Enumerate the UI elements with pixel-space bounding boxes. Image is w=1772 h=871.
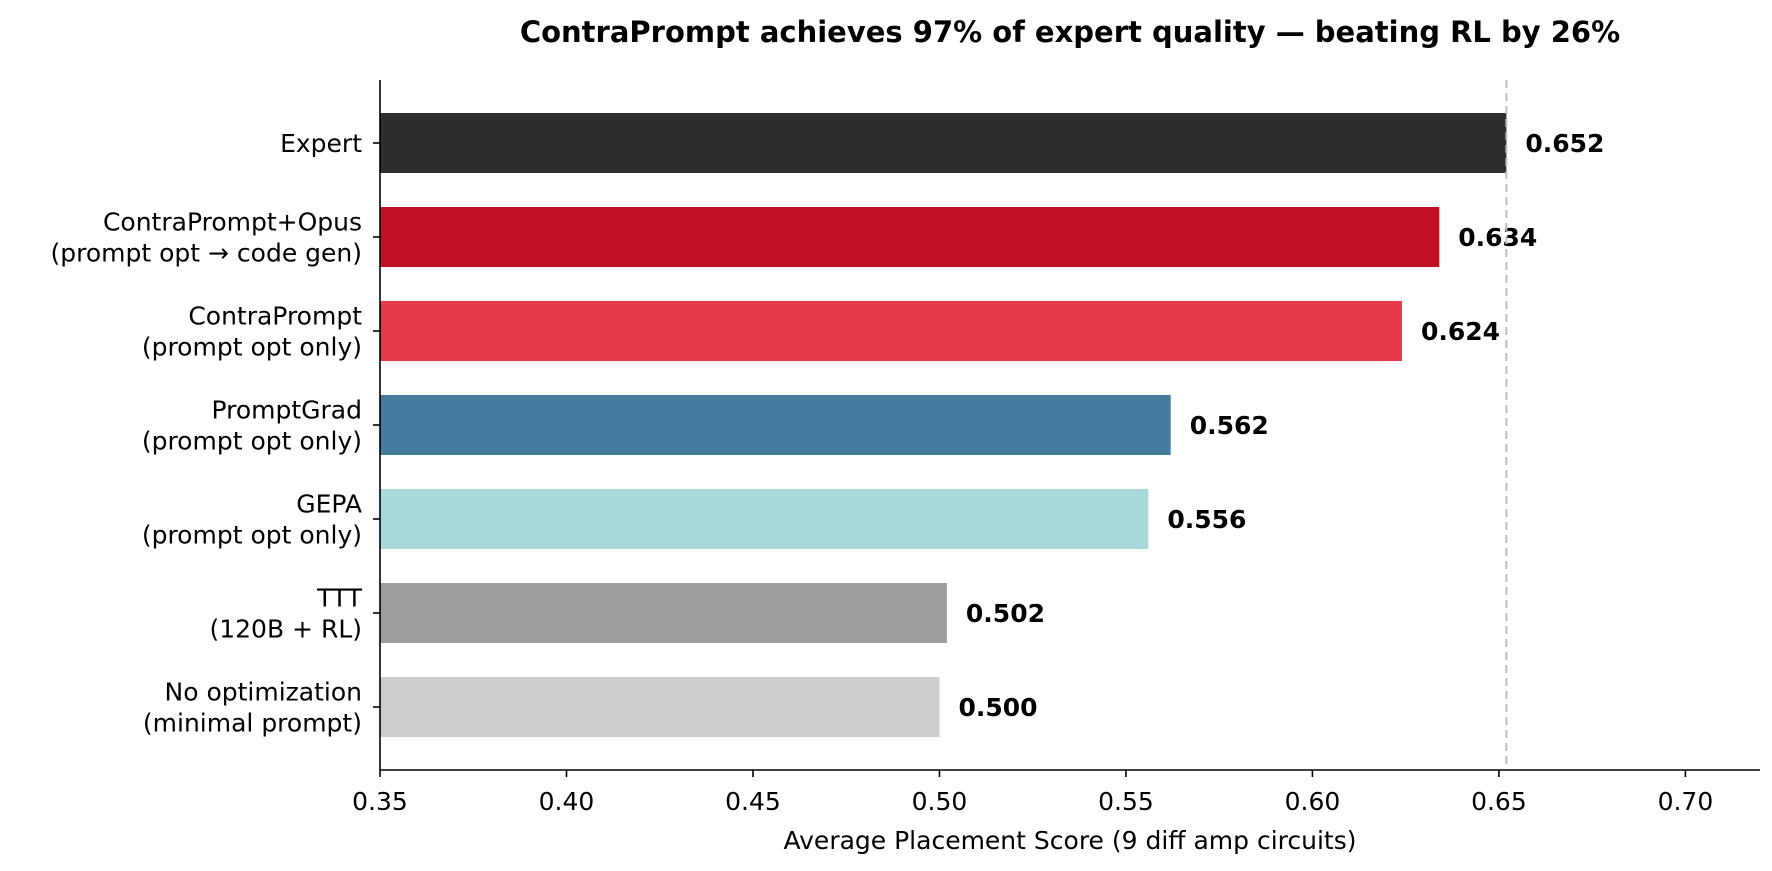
value-label-4: 0.556 — [1167, 505, 1246, 534]
x-tick-label-0: 0.35 — [352, 787, 408, 816]
y-tick-label-3-line-1: (prompt opt only) — [142, 427, 362, 456]
value-label-0: 0.652 — [1525, 129, 1604, 158]
y-tick-label-4: GEPA (prompt opt only) — [142, 490, 362, 550]
value-label-3: 0.562 — [1190, 411, 1269, 440]
y-tick-label-1: ContraPrompt+Opus (prompt opt → code gen) — [50, 208, 362, 268]
y-tick-label-0: Expert — [280, 129, 362, 158]
y-tick-label-4-line-1: (prompt opt only) — [142, 521, 362, 550]
value-label-6: 0.500 — [958, 693, 1037, 722]
y-tick-label-5: TTT (120B + RL) — [209, 584, 362, 644]
x-tick-label-5: 0.60 — [1285, 787, 1341, 816]
value-label-5: 0.502 — [966, 599, 1045, 628]
value-label-1: 0.634 — [1458, 223, 1537, 252]
y-tick-label-3-line-0: PromptGrad — [211, 396, 362, 425]
y-tick-label-5-line-1: (120B + RL) — [209, 615, 362, 644]
y-tick-label-0-line-0: Expert — [280, 129, 362, 158]
chart-title: ContraPrompt achieves 97% of expert qual… — [520, 15, 1620, 49]
bar-4 — [380, 489, 1149, 549]
y-tick-label-6: No optimization (minimal prompt) — [143, 678, 362, 738]
y-tick-label-1-line-1: (prompt opt → code gen) — [50, 239, 362, 268]
bar-6 — [380, 677, 940, 737]
y-tick-label-6-line-1: (minimal prompt) — [143, 709, 362, 738]
y-tick-label-5-line-0: TTT — [316, 584, 363, 613]
value-label-2: 0.624 — [1421, 317, 1500, 346]
y-tick-label-1-line-0: ContraPrompt+Opus — [103, 208, 362, 237]
x-tick-label-3: 0.50 — [912, 787, 968, 816]
bar-2 — [380, 301, 1402, 361]
y-tick-label-4-line-0: GEPA — [296, 490, 362, 519]
y-tick-label-2-line-1: (prompt opt only) — [142, 333, 362, 362]
y-tick-label-2-line-0: ContraPrompt — [188, 302, 362, 331]
bar-5 — [380, 583, 947, 643]
y-tick-label-6-line-0: No optimization — [165, 678, 363, 707]
x-axis-label: Average Placement Score (9 diff amp circ… — [784, 826, 1357, 855]
y-tick-label-3: PromptGrad (prompt opt only) — [142, 396, 362, 456]
x-tick-label-1: 0.40 — [539, 787, 595, 816]
x-tick-label-4: 0.55 — [1098, 787, 1154, 816]
bar-0 — [380, 113, 1507, 173]
bar-1 — [380, 207, 1440, 267]
x-tick-label-7: 0.70 — [1658, 787, 1714, 816]
x-tick-label-2: 0.45 — [725, 787, 781, 816]
x-tick-label-6: 0.65 — [1471, 787, 1527, 816]
bar-3 — [380, 395, 1171, 455]
y-tick-label-2: ContraPrompt (prompt opt only) — [142, 302, 362, 362]
